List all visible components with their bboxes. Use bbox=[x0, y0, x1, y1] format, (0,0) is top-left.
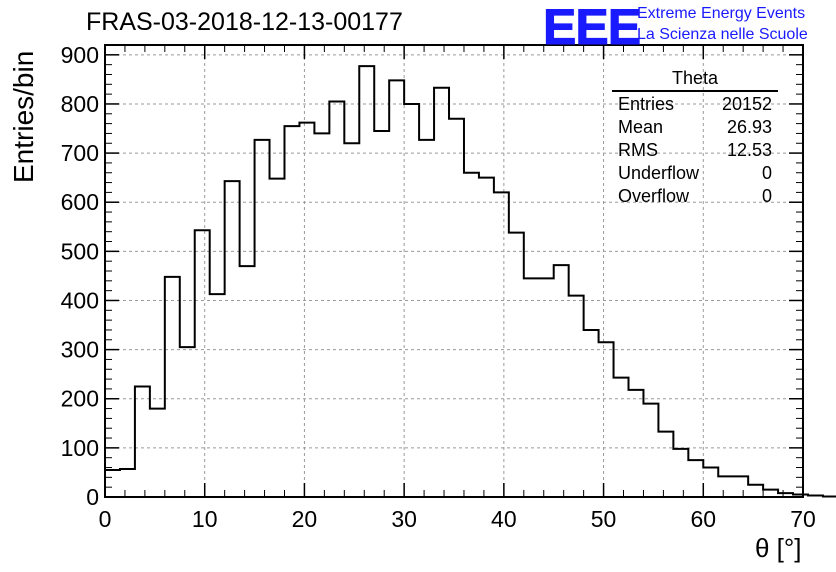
histogram-bin bbox=[180, 347, 195, 497]
histogram-bin bbox=[464, 173, 479, 497]
histogram-bin bbox=[270, 179, 285, 497]
histogram-bin bbox=[629, 390, 644, 497]
stats-box: Theta Entries 20152 Mean 26.93 RMS 12.53… bbox=[612, 68, 778, 209]
histogram-bin bbox=[703, 468, 718, 497]
stats-value: 0 bbox=[761, 186, 772, 206]
x-tick-label: 30 bbox=[391, 506, 417, 532]
histogram-bin bbox=[314, 133, 329, 497]
histogram-bin bbox=[494, 192, 509, 497]
histogram-bin bbox=[255, 140, 270, 497]
histogram-bin bbox=[539, 278, 554, 497]
y-tick-label: 0 bbox=[86, 484, 99, 510]
histogram-bin bbox=[584, 330, 599, 497]
stats-label: Entries bbox=[618, 94, 675, 114]
stats-row-rms: RMS 12.53 bbox=[612, 140, 778, 163]
y-tick-label: 900 bbox=[61, 42, 99, 68]
histogram-bin bbox=[240, 266, 255, 497]
histogram-bin bbox=[419, 140, 434, 497]
stats-label: RMS bbox=[618, 140, 658, 160]
y-tick-label: 400 bbox=[61, 287, 99, 313]
histogram-outline bbox=[104, 65, 836, 498]
logo-line-2: La Scienza nelle Scuole bbox=[637, 26, 808, 43]
histogram-bin bbox=[748, 485, 763, 497]
histogram-bin bbox=[509, 233, 524, 497]
histogram-bin bbox=[688, 460, 703, 497]
histogram-bin bbox=[673, 449, 688, 497]
stats-label: Overflow bbox=[618, 186, 690, 206]
logo-mark: EEE bbox=[542, 0, 641, 56]
logo-line-1: Extreme Energy Events bbox=[637, 5, 806, 22]
histogram-bin bbox=[658, 432, 673, 497]
histogram-bin bbox=[718, 476, 733, 497]
histogram-bin bbox=[614, 378, 629, 497]
histogram-bin bbox=[434, 88, 449, 497]
x-tick-label: 60 bbox=[690, 506, 716, 532]
histogram-bin bbox=[284, 126, 299, 497]
x-tick-label: 0 bbox=[99, 506, 112, 532]
histogram-bin bbox=[135, 386, 150, 497]
histogram-bin bbox=[359, 66, 374, 497]
y-axis-label: Entries/bin bbox=[8, 50, 39, 183]
histogram-bin bbox=[329, 102, 344, 498]
x-tick-label: 40 bbox=[491, 506, 517, 532]
histogram-bin bbox=[643, 404, 658, 497]
y-tick-label: 200 bbox=[61, 386, 99, 412]
histogram-bin bbox=[404, 104, 419, 497]
histogram-bin bbox=[374, 131, 389, 497]
y-tick-label: 300 bbox=[61, 337, 99, 363]
stats-row-mean: Mean 26.93 bbox=[612, 117, 778, 140]
histogram-bin bbox=[165, 277, 180, 497]
histogram-bin bbox=[225, 181, 240, 497]
y-tick-label: 800 bbox=[61, 91, 99, 117]
histogram-bin bbox=[524, 278, 539, 497]
x-tick-label: 20 bbox=[292, 506, 318, 532]
x-tick-label: 10 bbox=[192, 506, 218, 532]
histogram-bin bbox=[733, 476, 748, 497]
histogram-bin bbox=[389, 80, 404, 497]
histogram-bin bbox=[449, 119, 464, 497]
histogram-bin bbox=[479, 178, 494, 497]
histogram-bin bbox=[150, 409, 165, 497]
stats-label: Mean bbox=[618, 117, 664, 137]
stats-value: 0 bbox=[761, 163, 772, 183]
histogram-bin bbox=[105, 470, 120, 497]
stats-label: Underflow bbox=[618, 163, 700, 183]
histogram-bin bbox=[599, 342, 614, 497]
stats-row-entries: Entries 20152 bbox=[612, 94, 778, 117]
histogram-bin bbox=[120, 469, 135, 497]
histogram-bin bbox=[210, 294, 225, 497]
chart-title: FRAS-03-2018-12-13-00177 bbox=[86, 8, 403, 36]
histogram-bin bbox=[554, 265, 569, 497]
histogram-bin bbox=[569, 296, 584, 497]
x-axis-label: θ [°] bbox=[755, 533, 802, 563]
histogram-bin bbox=[195, 230, 210, 497]
stats-value: 26.93 bbox=[726, 117, 772, 137]
y-tick-label: 100 bbox=[61, 435, 99, 461]
x-tick-label: 70 bbox=[790, 506, 816, 532]
y-tick-label: 700 bbox=[61, 140, 99, 166]
stats-row-underflow: Underflow 0 bbox=[612, 163, 778, 186]
y-tick-label: 500 bbox=[61, 238, 99, 264]
y-tick-label: 600 bbox=[61, 189, 99, 215]
stats-row-overflow: Overflow 0 bbox=[612, 186, 778, 209]
x-tick-label: 50 bbox=[591, 506, 617, 532]
histogram-bin bbox=[763, 490, 778, 497]
stats-value: 12.53 bbox=[726, 140, 772, 160]
histogram-bin bbox=[344, 143, 359, 497]
stats-value: 20152 bbox=[721, 94, 772, 114]
histogram-bin bbox=[808, 496, 823, 497]
stats-title: Theta bbox=[612, 68, 778, 92]
histogram-bin bbox=[299, 123, 314, 497]
